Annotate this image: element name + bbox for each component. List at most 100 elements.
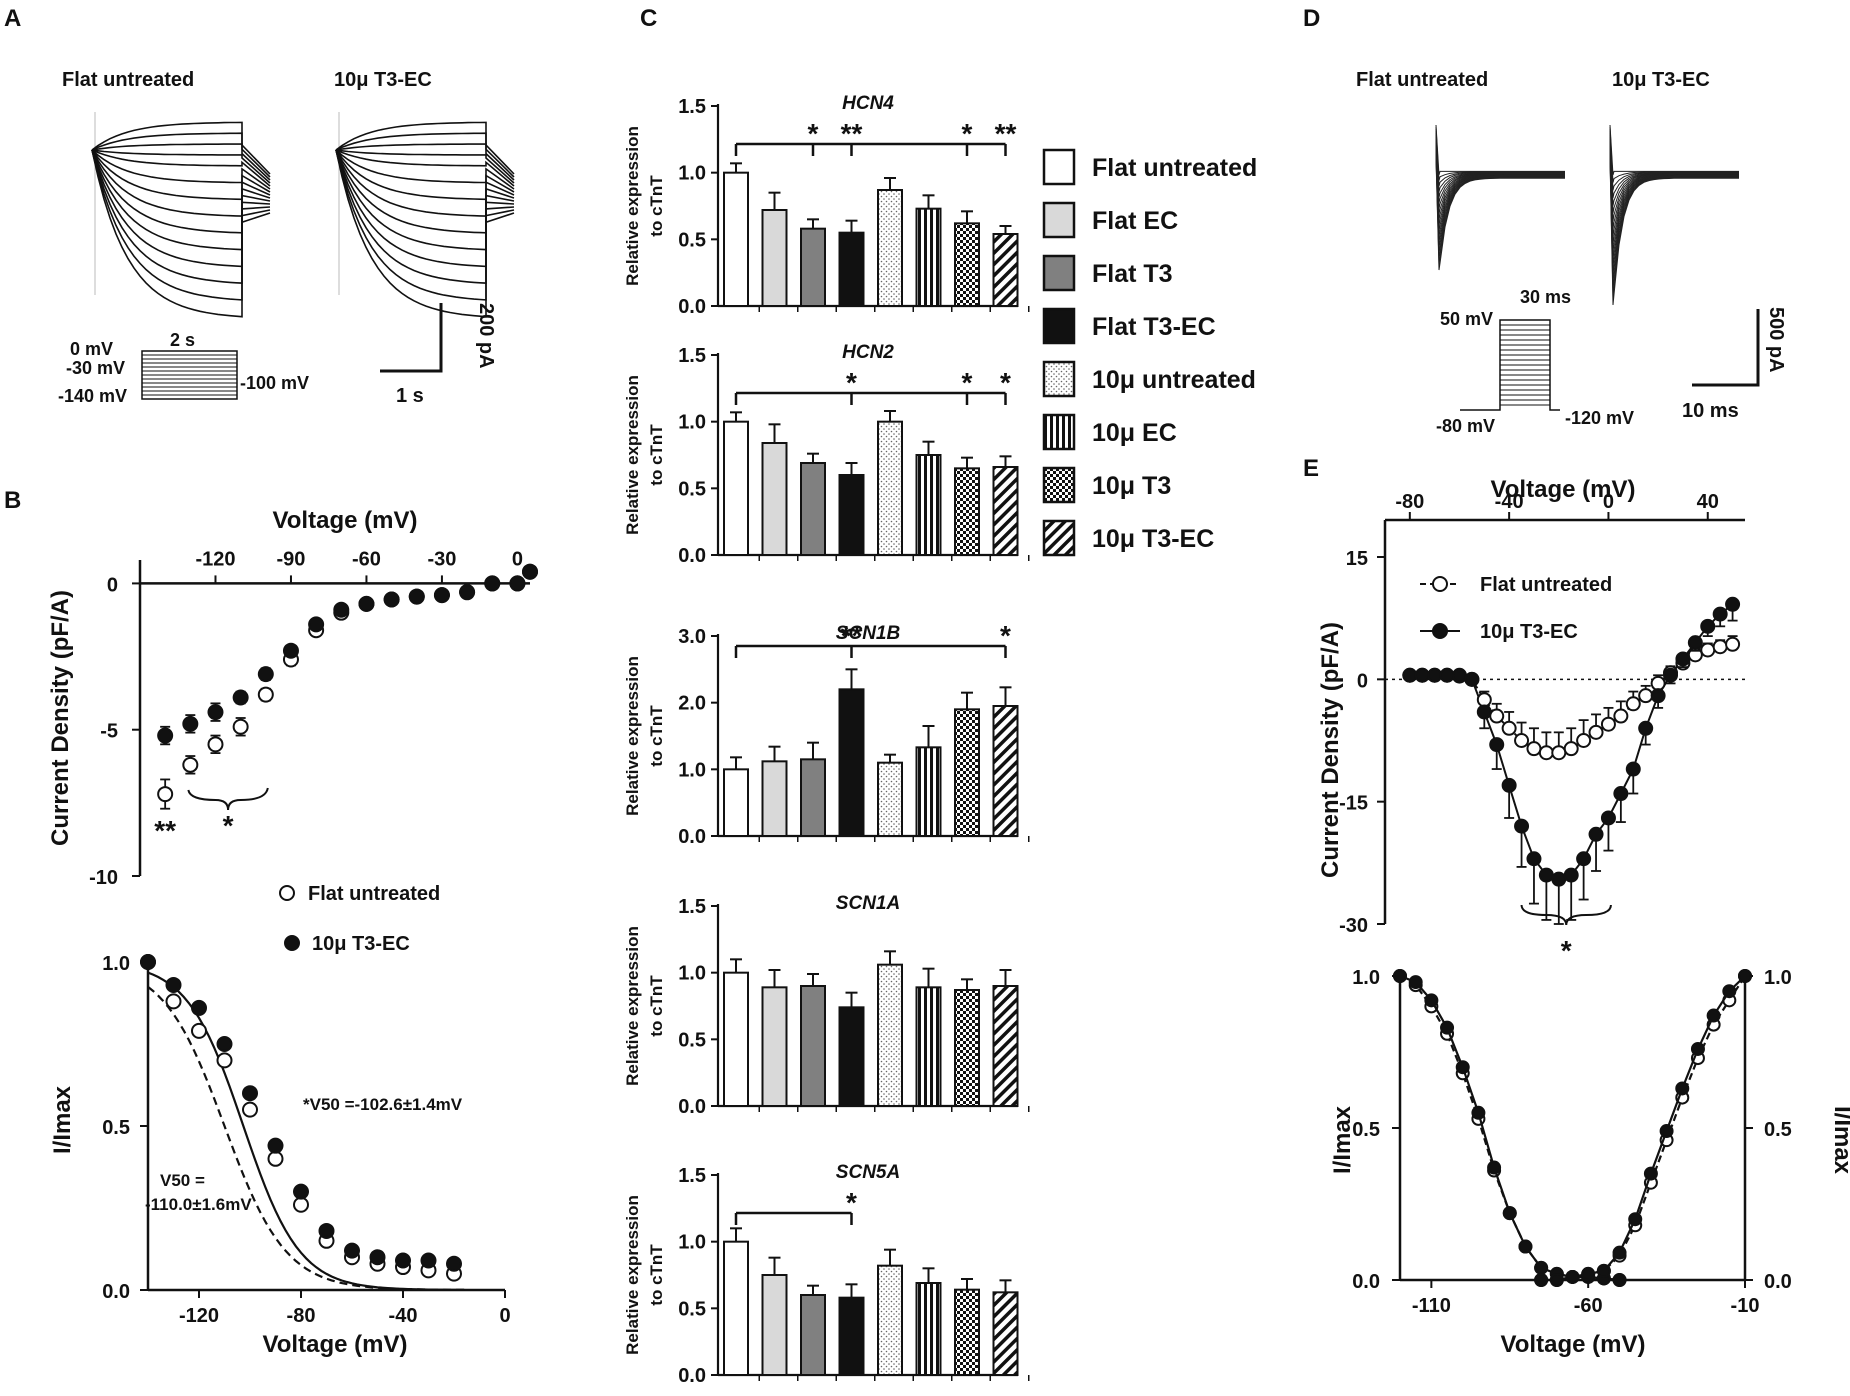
bar: [915, 207, 942, 308]
protocol-step-lines-a: [142, 354, 237, 396]
fit-curve: [1399, 974, 1620, 1282]
data-point: [1625, 696, 1641, 712]
data-point: [1613, 708, 1629, 724]
data-point: [1576, 733, 1592, 748]
data-point: [1563, 867, 1579, 883]
legend-marker: [1432, 623, 1448, 639]
legend-swatch: [1042, 254, 1076, 292]
current-trace: [335, 149, 515, 268]
bar: [723, 768, 749, 837]
data-point: [1738, 969, 1752, 983]
x-tick-label: -40: [1495, 491, 1524, 513]
y-axis-title: Relative expression to cTnT: [623, 926, 666, 1086]
data-point: [140, 954, 156, 970]
data-point: [1489, 737, 1505, 753]
data-point: [232, 689, 249, 706]
data-point: [383, 591, 400, 608]
y-axis-title-line1: Relative expression: [623, 656, 642, 816]
data-point: [1440, 1020, 1455, 1035]
chart-c-bar-panels: 0.0 0.5 1.0 1.5 Relative expression to cTnT HC…: [623, 93, 1030, 1387]
y-tick-label: 1.5: [678, 345, 706, 367]
current-trace: [91, 121, 271, 175]
data-point: [242, 1101, 258, 1118]
y-tick-label: 0.0: [102, 1281, 130, 1303]
data-point: [1588, 826, 1604, 842]
data-point: [1471, 1105, 1486, 1120]
data-point: [522, 563, 538, 580]
fit-curve: [1399, 975, 1620, 1282]
y-axis-title: Relative expression to cTnT: [623, 656, 666, 816]
x-axis-title: Voltage (mV): [1491, 476, 1636, 503]
data-point: [1526, 851, 1542, 867]
data-point: [509, 575, 526, 592]
x-axis-title: Voltage (mV): [263, 1331, 408, 1358]
bar: [838, 474, 865, 556]
x-tick-label: 0: [499, 1305, 510, 1327]
current-trace: [91, 149, 271, 190]
data-point: [282, 642, 299, 659]
y-tick-label: 0.0: [678, 296, 706, 318]
data-point: [1476, 692, 1492, 708]
y-axis-title-line1: Relative expression: [623, 375, 642, 535]
x-tick-label: 40: [1697, 491, 1719, 513]
data-point: [1464, 671, 1480, 687]
scale-time-label-a: 1 s: [396, 385, 424, 407]
current-trace: [91, 149, 271, 187]
bar: [723, 420, 749, 556]
data-point: [446, 1255, 462, 1272]
current-trace: [1435, 148, 1565, 243]
data-point: [1638, 688, 1654, 704]
bar: [992, 705, 1019, 837]
protocol-diagram-a: 0 mV -30 mV -140 mV -100 mV 2 s: [58, 330, 309, 406]
y-axis-title-line2: to cTnT: [647, 424, 666, 486]
x-tick-label: -110: [1412, 1295, 1451, 1317]
x-tick-label: -40: [389, 1305, 418, 1327]
data-point: [1549, 1273, 1564, 1287]
panel-b: A B: [4, 487, 21, 514]
data-point: [1600, 716, 1616, 732]
data-point: [1725, 636, 1741, 652]
data-point: [308, 616, 325, 633]
significance-label: *: [962, 118, 973, 149]
y-axis-title: I/Imax: [1329, 1105, 1356, 1174]
current-traces-a: [91, 112, 515, 318]
data-point: [395, 1252, 411, 1269]
bar: [954, 708, 980, 837]
protocol-label-minus140mv: -140 mV: [58, 386, 127, 406]
bar-chart-scn1a: 0.0 0.5 1.0 1.5 Relative expression to cTnT SC…: [623, 893, 1030, 1118]
data-point: [1534, 1260, 1549, 1275]
data-point: [1451, 667, 1467, 683]
data-point: [369, 1249, 386, 1266]
data-point: [232, 718, 249, 735]
fit-curve: [147, 971, 465, 1291]
current-trace: [91, 149, 271, 184]
bar: [992, 233, 1019, 307]
data-point: [1501, 720, 1517, 736]
legend-swatch: [1042, 201, 1076, 239]
bar: [954, 222, 980, 307]
y-tick-label: 0.5: [678, 478, 706, 500]
legend-c: Flat untreated Flat EC Flat T3 Flat T3-EC 10…: [1042, 148, 1257, 557]
current-trace: [91, 149, 271, 201]
protocol-step-lines-d: [1500, 324, 1550, 406]
data-point: [257, 686, 274, 703]
x-tick-label: -30: [427, 548, 456, 570]
protocol-duration-label-d: 30 ms: [1520, 287, 1571, 307]
bar-chart-scn5a: 0.0 0.5 1.0 1.5 Relative expression to cTnT SC…: [623, 1162, 1030, 1387]
data-point: [1518, 1239, 1533, 1254]
significance-label: *: [1000, 620, 1011, 651]
data-point: [1596, 1263, 1611, 1278]
y-axis-title-line2: to cTnT: [647, 975, 666, 1037]
bar: [992, 466, 1019, 556]
data-point: [1663, 667, 1679, 683]
scale-bar-d: 10 ms 500 pA: [1682, 307, 1787, 422]
y-axis-title: Relative expression to cTnT: [623, 1195, 666, 1355]
data-point: [1700, 618, 1716, 634]
significance-label: **: [995, 118, 1017, 149]
bar: [723, 971, 749, 1108]
bar: [915, 454, 942, 556]
current-trace: [91, 149, 271, 284]
current-trace: [91, 132, 271, 178]
data-point: [1534, 1273, 1549, 1287]
